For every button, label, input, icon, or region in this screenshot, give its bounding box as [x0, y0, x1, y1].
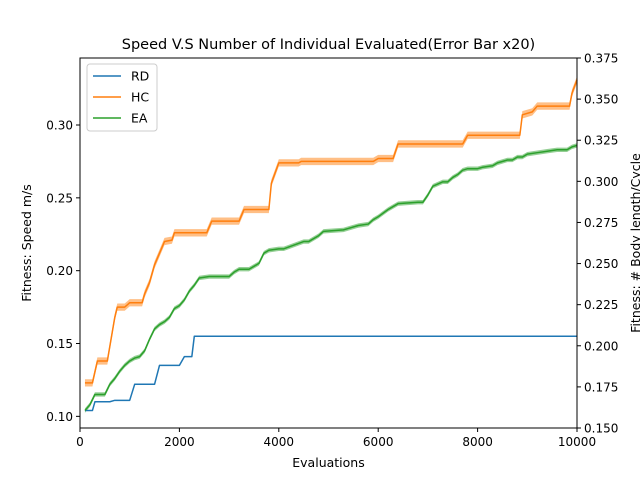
- y-axis-ticks: 0.10 0.15 0.20 0.25 0.30: [46, 119, 80, 424]
- series-lines: [84, 79, 578, 412]
- x-axis-label: Evaluations: [292, 455, 364, 470]
- y-right-tick-label: 0.250: [584, 257, 618, 271]
- legend-box: [86, 63, 158, 132]
- x-tick-label: 0: [76, 435, 84, 449]
- y-axis-label: Fitness: Speed m/s: [19, 184, 34, 302]
- x-tick-label: 4000: [264, 435, 295, 449]
- y-right-tick-label: 0.300: [584, 175, 618, 189]
- y-right-axis-label: Fitness: # Body length/Cycle: [628, 153, 640, 333]
- chart-title: Speed V.S Number of Individual Evaluated…: [122, 37, 535, 53]
- y-tick-label: 0.15: [46, 337, 73, 351]
- y-right-tick-label: 0.200: [584, 339, 618, 353]
- y-right-tick-label: 0.150: [584, 422, 618, 436]
- legend-label-rd: RD: [131, 69, 149, 84]
- legend: RD HC EA: [86, 63, 158, 132]
- series-line-rd: [84, 335, 577, 412]
- y-right-tick-label: 0.350: [584, 93, 618, 107]
- y-tick-label: 0.20: [46, 264, 73, 278]
- plot-frame: [79, 57, 578, 429]
- legend-items: RD HC EA: [93, 69, 149, 126]
- legend-label-ea: EA: [131, 111, 148, 126]
- x-tick-label: 2000: [164, 435, 195, 449]
- y-tick-label: 0.25: [46, 191, 73, 205]
- y-right-tick-label: 0.175: [584, 380, 618, 394]
- y-tick-label: 0.30: [46, 119, 73, 133]
- y-right-tick-label: 0.275: [584, 216, 618, 230]
- y-right-tick-label: 0.225: [584, 298, 618, 312]
- y-tick-label: 0.10: [46, 410, 73, 424]
- series-line-ea: [84, 144, 578, 412]
- legend-label-hc: HC: [131, 90, 149, 105]
- error-bands: [84, 76, 577, 413]
- x-tick-label: 8000: [462, 435, 493, 449]
- y-right-tick-label: 0.375: [584, 52, 618, 66]
- y-right-tick-label: 0.325: [584, 134, 618, 148]
- series-line-hc: [84, 79, 578, 384]
- series-band-ea: [84, 143, 577, 413]
- x-axis-ticks: 0 2000 4000 6000 8000 10000: [76, 428, 596, 449]
- y-right-axis-ticks: 0.150 0.175 0.200 0.225 0.250 0.275 0.300 0.325…: [577, 52, 618, 436]
- series-band-hc: [84, 76, 577, 387]
- x-tick-label: 6000: [363, 435, 394, 449]
- x-tick-label: 10000: [558, 435, 596, 449]
